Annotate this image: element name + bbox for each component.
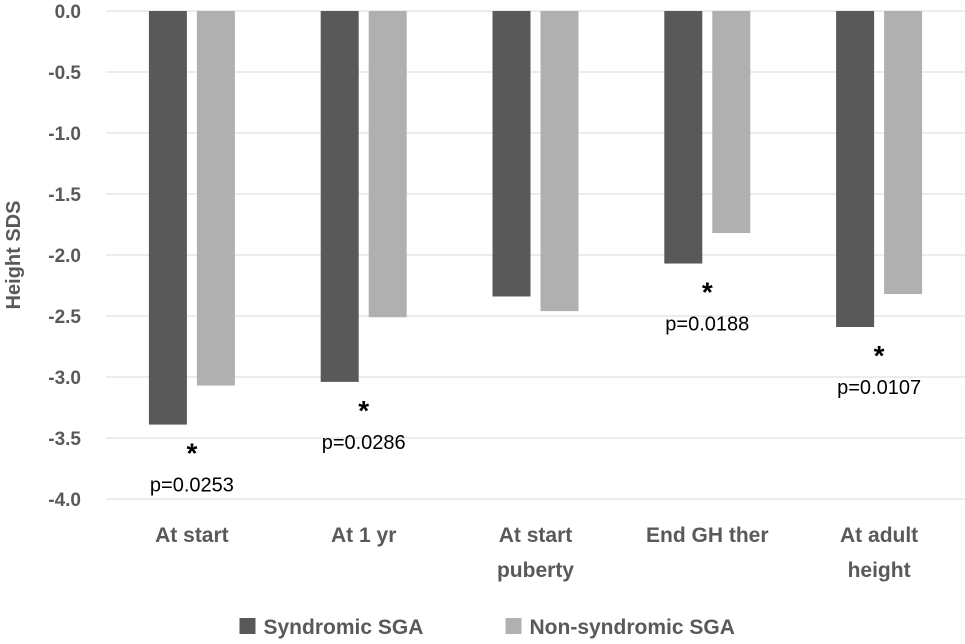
y-tick-label: -2.0 bbox=[48, 246, 81, 267]
category-label: At start bbox=[155, 524, 229, 547]
bars bbox=[148, 11, 923, 425]
category-label: At 1 yr bbox=[331, 524, 396, 547]
p-value-label: p=0.0188 bbox=[665, 314, 749, 336]
bar-syndromic bbox=[664, 11, 703, 264]
bar-non-syndromic bbox=[196, 11, 235, 386]
category-label: End GH ther bbox=[646, 524, 769, 547]
category-label: At adult bbox=[840, 524, 918, 547]
bar-non-syndromic bbox=[712, 11, 751, 234]
p-value-label: p=0.0286 bbox=[322, 432, 406, 454]
significance-star: * bbox=[702, 277, 713, 308]
x-axis-category-labels: At start At 1 yr At start puberty End GH the… bbox=[155, 524, 918, 582]
legend-swatch-non-syndromic bbox=[505, 618, 522, 634]
significance-star: * bbox=[186, 438, 197, 469]
bar-syndromic bbox=[320, 11, 359, 382]
y-tick-label: -1.5 bbox=[48, 185, 81, 206]
y-tick-label: -0.5 bbox=[48, 63, 81, 84]
significance-annotations: * p=0.0253 * p=0.0286 * p=0.0188 * p=0.0107 bbox=[150, 277, 921, 497]
significance-star: * bbox=[874, 340, 885, 371]
legend-swatch-syndromic bbox=[239, 618, 256, 634]
y-tick-label: -3.0 bbox=[48, 368, 81, 389]
p-value-label: p=0.0107 bbox=[837, 377, 921, 399]
legend: Syndromic SGA Non-syndromic SGA bbox=[239, 616, 735, 639]
bar-syndromic bbox=[492, 11, 531, 297]
category-label: At start bbox=[499, 524, 573, 547]
category-label: puberty bbox=[497, 559, 574, 582]
y-axis-tick-labels: 0.0 -0.5 -1.0 -1.5 -2.0 -2.5 -3.0 -3.5 -4.0 bbox=[48, 2, 81, 511]
bar-non-syndromic bbox=[368, 11, 407, 318]
y-tick-label: -3.5 bbox=[48, 429, 81, 450]
p-value-label: p=0.0253 bbox=[150, 475, 234, 497]
bar-syndromic bbox=[836, 11, 875, 327]
y-tick-label: 0.0 bbox=[55, 2, 81, 23]
legend-label-non-syndromic: Non-syndromic SGA bbox=[530, 616, 735, 639]
y-tick-label: -4.0 bbox=[48, 490, 81, 511]
bar-non-syndromic bbox=[540, 11, 579, 312]
bar-non-syndromic bbox=[884, 11, 923, 295]
legend-label-syndromic: Syndromic SGA bbox=[264, 616, 424, 639]
y-tick-label: -2.5 bbox=[48, 307, 81, 328]
bar-syndromic bbox=[148, 11, 187, 425]
y-axis-label: Height SDS bbox=[3, 201, 25, 310]
gridlines bbox=[106, 10, 965, 500]
y-tick-label: -1.0 bbox=[48, 124, 81, 145]
significance-star: * bbox=[358, 395, 369, 426]
category-label: height bbox=[848, 559, 911, 582]
